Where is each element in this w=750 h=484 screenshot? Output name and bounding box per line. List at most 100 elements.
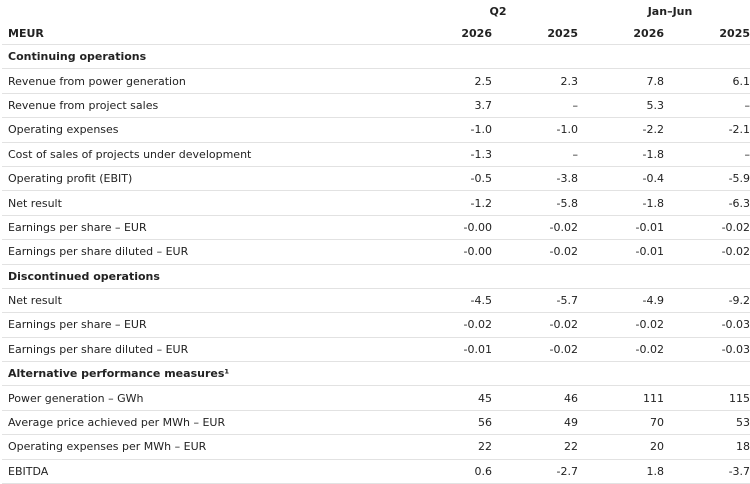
year-q2-current: 2026 — [412, 22, 498, 45]
table-row: Net result -1.2 -5.8 -1.8 -6.3 — [2, 190, 750, 216]
value-cell: -1.0 — [412, 117, 498, 143]
row-label: Operating profit (EBIT) — [2, 166, 412, 192]
value-cell: -0.02 — [670, 239, 750, 265]
value-cell: -9.2 — [670, 288, 750, 314]
value-cell: -0.02 — [584, 337, 671, 363]
table-row: Operating expenses -1.0 -1.0 -2.2 -2.1 — [2, 117, 750, 143]
value-cell: – — [670, 93, 750, 119]
value-cell: 70 — [584, 410, 671, 436]
value-cell: -2.7 — [498, 459, 585, 484]
row-label: Power generation – GWh — [2, 385, 412, 411]
period-header-row: Q2 Jan–Jun — [2, 0, 750, 22]
year-header-row: MEUR 2026 2025 2026 2025 — [2, 22, 750, 45]
row-label: Earnings per share – EUR — [2, 215, 412, 241]
value-cell: 5.3 — [584, 93, 671, 119]
header-spacer — [2, 0, 412, 22]
table-row: Operating profit (EBIT) -0.5 -3.8 -0.4 -5.9 — [2, 166, 750, 192]
value-cell: -0.03 — [670, 312, 750, 338]
table-row: Power generation – GWh 45 46 111 115 — [2, 385, 750, 411]
table-row: Revenue from project sales 3.7–5.3– — [2, 93, 750, 119]
row-label: Average price achieved per MWh – EUR — [2, 410, 412, 436]
period-label-q2: Q2 — [489, 4, 507, 18]
value-cell: -1.8 — [584, 142, 671, 167]
value-cell: 3.7 — [412, 93, 498, 119]
section-header-row: Continuing operations — [2, 44, 750, 70]
value-cell: -6.3 — [670, 190, 750, 216]
table-row: Earnings per share diluted – EUR -0.01 -0.… — [2, 337, 750, 363]
value-cell: -4.5 — [412, 288, 498, 314]
section-title: Discontinued operations — [2, 264, 750, 289]
value-cell: 22 — [412, 434, 498, 460]
value-cell: -0.02 — [412, 312, 498, 338]
value-cell: – — [498, 142, 585, 167]
value-cell: -0.02 — [498, 215, 585, 241]
value-cell: -0.5 — [412, 166, 498, 192]
value-cell: 0.6 — [412, 459, 498, 484]
value-cell: 7.8 — [584, 68, 671, 94]
value-cell: -0.03 — [670, 337, 750, 363]
value-cell: 22 — [498, 434, 585, 460]
row-label: Revenue from project sales — [2, 93, 412, 119]
value-cell: 18 — [670, 434, 750, 460]
value-cell: 2.5 — [412, 68, 498, 94]
value-cell: 49 — [498, 410, 585, 436]
value-cell: 111 — [584, 385, 671, 411]
value-cell: -0.01 — [412, 337, 498, 363]
value-cell: -0.01 — [584, 239, 671, 265]
row-label: Earnings per share – EUR — [2, 312, 412, 338]
value-cell: -0.4 — [584, 166, 671, 192]
row-label: Earnings per share diluted – EUR — [2, 337, 412, 363]
value-cell: -0.02 — [670, 215, 750, 241]
value-cell: 20 — [584, 434, 671, 460]
table-row: Net result -4.5 -5.7 -4.9 -9.2 — [2, 288, 750, 314]
year-h1-previous: 2025 — [670, 22, 750, 45]
value-cell: -0.01 — [584, 215, 671, 241]
value-cell: 1.8 — [584, 459, 671, 484]
row-label: Net result — [2, 288, 412, 314]
value-cell: -5.8 — [498, 190, 585, 216]
value-cell: 6.1 — [670, 68, 750, 94]
value-cell: 53 — [670, 410, 750, 436]
section-header-row: Discontinued operations — [2, 264, 750, 289]
value-cell: -0.02 — [498, 337, 585, 363]
value-cell: -4.9 — [584, 288, 671, 314]
value-cell: -0.00 — [412, 215, 498, 241]
year-q2-previous: 2025 — [498, 22, 585, 45]
row-label: Cost of sales of projects under developm… — [2, 142, 412, 167]
value-cell: -1.2 — [412, 190, 498, 216]
year-h1-current: 2026 — [584, 22, 671, 45]
value-cell: -1.0 — [498, 117, 585, 143]
value-cell: 2.3 — [498, 68, 585, 94]
value-cell: -3.7 — [670, 459, 750, 484]
value-cell: -5.7 — [498, 288, 585, 314]
value-cell: -2.2 — [584, 117, 671, 143]
value-cell: -0.02 — [498, 312, 585, 338]
unit-label: MEUR — [2, 22, 412, 45]
section-header-row: Alternative performance measures¹ — [2, 361, 750, 387]
value-cell: -1.3 — [412, 142, 498, 167]
value-cell: -5.9 — [670, 166, 750, 192]
row-label: Operating expenses per MWh – EUR — [2, 434, 412, 460]
value-cell: -3.8 — [498, 166, 585, 192]
value-cell: -2.1 — [670, 117, 750, 143]
table-row: Revenue from power generation 2.5 2.3 7.8 6.… — [2, 68, 750, 94]
period-label-jan-jun: Jan–Jun — [647, 4, 693, 18]
value-cell: -0.02 — [584, 312, 671, 338]
value-cell: 46 — [498, 385, 585, 411]
table-row: EBITDA 0.6 -2.7 1.8 -3.7 — [2, 459, 750, 484]
row-label: Revenue from power generation — [2, 68, 412, 94]
row-label: Earnings per share diluted – EUR — [2, 239, 412, 265]
value-cell: 56 — [412, 410, 498, 436]
row-label: Net result — [2, 190, 412, 216]
value-cell: – — [498, 93, 585, 119]
row-label: EBITDA — [2, 459, 412, 484]
value-cell: -1.8 — [584, 190, 671, 216]
section-title: Alternative performance measures¹ — [2, 361, 750, 387]
value-cell: -0.02 — [498, 239, 585, 265]
table-row: Earnings per share – EUR -0.02 -0.02 -0.02-… — [2, 312, 750, 338]
table-row: Earnings per share diluted – EUR -0.00 -0.… — [2, 239, 750, 265]
table-row: Average price achieved per MWh – EUR 56 49… — [2, 410, 750, 436]
table-row: Cost of sales of projects under developm… — [2, 142, 750, 167]
value-cell: 115 — [670, 385, 750, 411]
